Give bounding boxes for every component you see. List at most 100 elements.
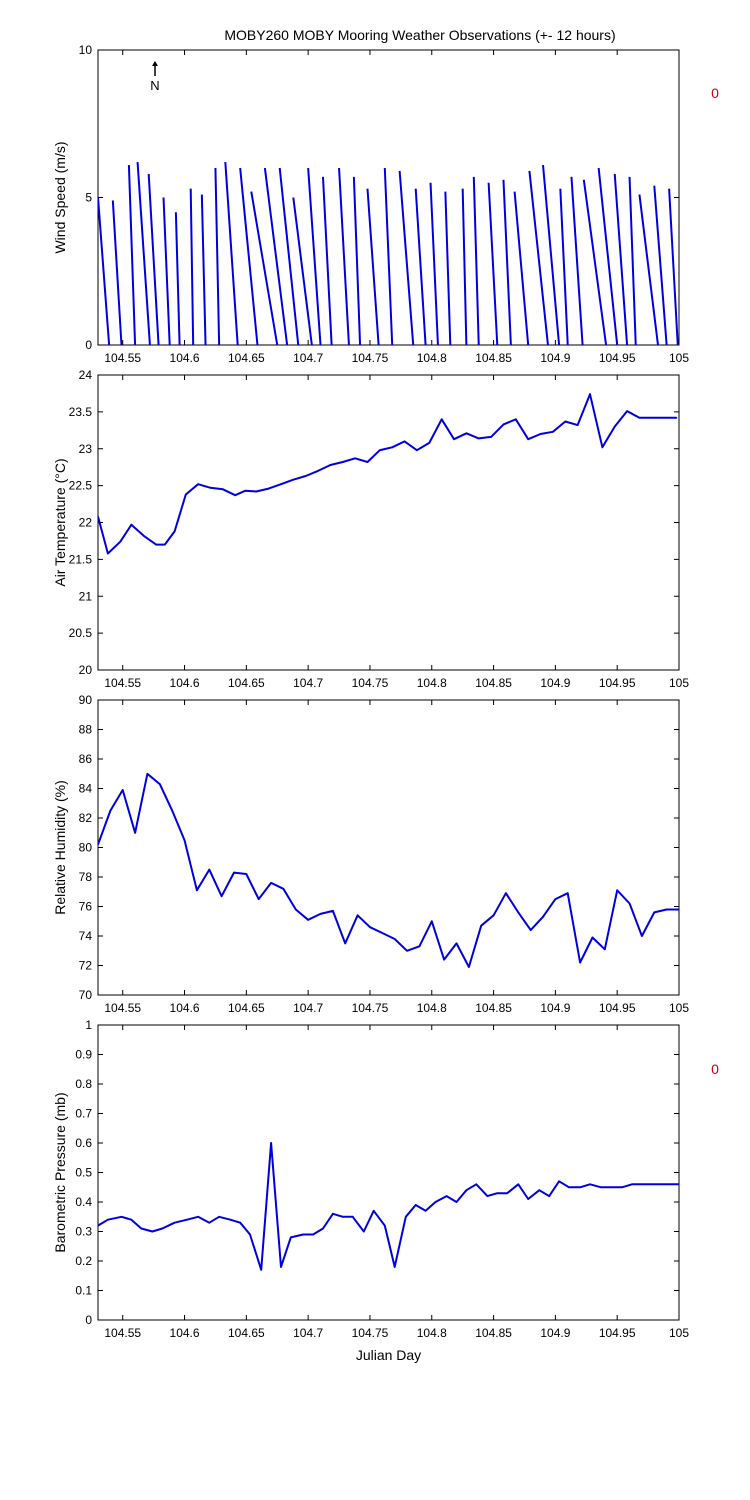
data-point [505,892,507,895]
wind-vector [429,182,439,345]
data-point [641,1183,643,1186]
data-point [477,437,480,440]
y-tick-label: 90 [79,693,93,707]
data-point [218,1215,220,1218]
x-tick-label: 104.7 [293,351,323,365]
data-point [140,1227,143,1230]
wind-vector [559,188,569,345]
data-point [418,945,421,948]
data-point [319,913,322,915]
x-tick-label: 104.55 [104,676,141,690]
data-point [229,1218,232,1221]
y-tick-label: 20.5 [69,626,93,640]
data-point [455,1201,458,1203]
y-tick-label: 80 [79,841,93,855]
data-point [548,1195,551,1197]
data-point [270,882,272,884]
wind-vector [366,188,380,345]
data-point [341,461,344,463]
data-point [292,478,295,481]
data-point [391,446,394,449]
data-point [383,1224,386,1227]
wind-vector [653,185,668,345]
data-point [492,914,495,917]
x-tick-label: 104.7 [293,676,323,690]
wind-vector [189,188,195,345]
side-mark-wind: 0 [711,85,719,101]
data-point [445,1195,448,1197]
data-point [496,1192,499,1194]
data-point [208,1221,211,1224]
wind-vector [111,200,123,345]
x-tick-label: 104.9 [540,351,570,365]
data-point [120,1215,123,1218]
data-point [280,483,282,485]
y-tick-label: 0.8 [75,1077,92,1091]
data-point [405,1215,407,1218]
data-point [662,1183,664,1186]
wind-speed-panel: 0 5 10 104.55 104.6 104.65 104.7 104.75 104.8 104… [52,43,689,365]
data-point [490,436,492,438]
y-tick-label: 23.5 [69,405,93,419]
x-tick-label: 104.6 [170,676,200,690]
data-point [107,1218,109,1221]
wind-vector [570,176,584,345]
data-point [209,487,212,489]
y-tick-label: 21 [79,589,93,603]
x-tick-label: 104.55 [104,1001,141,1015]
y-tick-label: 1 [85,1018,92,1032]
data-point [344,942,347,945]
wind-vector [414,188,427,345]
air-temperature-panel: 20 20.5 21 21.5 22 22.5 23 23.5 24 104.55 104.6 104… [52,368,689,690]
data-point [332,1213,334,1215]
data-point [312,1233,314,1236]
x-tick-label: 104.7 [293,1326,323,1340]
y-tick-label: 22 [79,516,93,530]
x-tick-label: 105 [669,676,689,690]
data-point [678,1183,679,1186]
data-point [579,961,581,964]
y-tick-label: 10 [79,43,93,57]
wind-vector [513,191,530,345]
wind-vector [239,167,259,345]
wind-vector [162,197,171,345]
data-point [455,942,458,945]
data-point [675,416,678,419]
wind-vector [214,167,221,345]
wind-vector [668,188,679,345]
data-point [197,483,199,485]
data-point [653,911,656,914]
data-point [282,888,285,890]
data-point [146,772,149,775]
y-tick-label: 78 [79,870,93,884]
data-point [304,475,307,477]
data-point [171,809,173,812]
y-tick-label: 0 [85,1313,92,1327]
y-tick-label: 72 [79,959,93,973]
y-tick-label: 76 [79,900,93,914]
x-tick-label: 104.9 [540,676,570,690]
data-point [576,424,579,426]
data-point [249,1233,251,1236]
y-tick-label: 74 [79,929,93,943]
data-point [517,1183,520,1186]
data-point [480,924,483,927]
wind-vector [542,164,561,345]
data-point [245,873,248,875]
data-point [465,432,468,435]
north-arrow-head-icon [152,61,158,66]
data-point [362,1230,365,1233]
wind-vector [582,179,608,345]
x-tick-label: 104.65 [228,676,265,690]
wind-vector [321,176,333,345]
data-point [107,552,109,555]
series-group [98,393,678,555]
data-point [517,911,520,914]
wind-vector [263,167,289,345]
data-point [186,1218,188,1221]
y-tick-label: 24 [79,368,93,382]
data-point [591,936,594,939]
data-point [621,1186,623,1189]
wind-vector [628,176,637,345]
